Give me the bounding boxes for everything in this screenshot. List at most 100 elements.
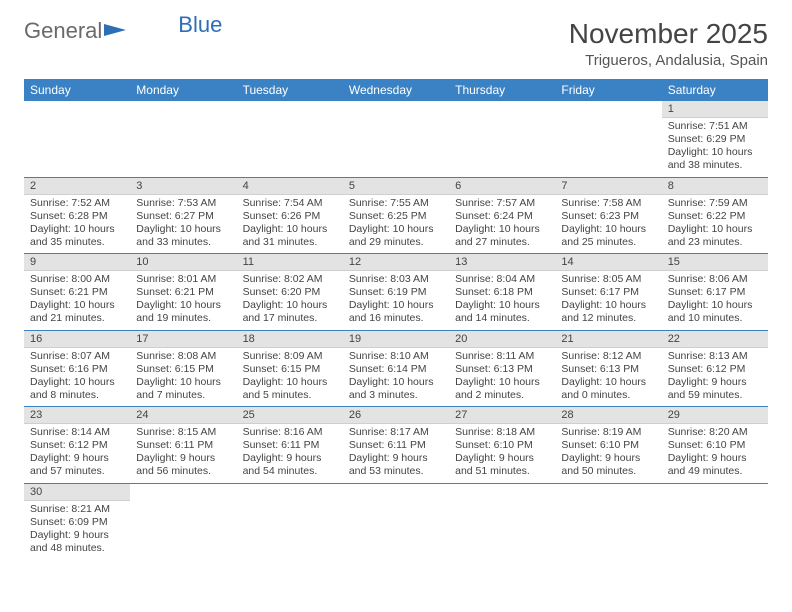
sunrise-text: Sunrise: 8:09 AM: [243, 350, 337, 363]
day-body: Sunrise: 8:07 AMSunset: 6:16 PMDaylight:…: [24, 348, 130, 407]
calendar-cell: [449, 101, 555, 177]
calendar-cell: 18Sunrise: 8:09 AMSunset: 6:15 PMDayligh…: [237, 330, 343, 407]
day-number: 12: [343, 254, 449, 271]
calendar-cell: 15Sunrise: 8:06 AMSunset: 6:17 PMDayligh…: [662, 254, 768, 331]
day-number: 5: [343, 178, 449, 195]
sunset-text: Sunset: 6:26 PM: [243, 210, 337, 223]
sunset-text: Sunset: 6:09 PM: [30, 516, 124, 529]
day-number: 28: [555, 407, 661, 424]
sunrise-text: Sunrise: 8:06 AM: [668, 273, 762, 286]
sunset-text: Sunset: 6:18 PM: [455, 286, 549, 299]
calendar-cell: 13Sunrise: 8:04 AMSunset: 6:18 PMDayligh…: [449, 254, 555, 331]
sunrise-text: Sunrise: 8:21 AM: [30, 503, 124, 516]
sunset-text: Sunset: 6:17 PM: [561, 286, 655, 299]
day-number: 6: [449, 178, 555, 195]
day-number: 7: [555, 178, 661, 195]
daylight-text: Daylight: 10 hours and 0 minutes.: [561, 376, 655, 402]
daylight-text: Daylight: 10 hours and 16 minutes.: [349, 299, 443, 325]
calendar-cell: [237, 101, 343, 177]
sunset-text: Sunset: 6:11 PM: [243, 439, 337, 452]
sunrise-text: Sunrise: 7:51 AM: [668, 120, 762, 133]
calendar-cell: [449, 483, 555, 559]
day-number: 10: [130, 254, 236, 271]
day-body: Sunrise: 8:04 AMSunset: 6:18 PMDaylight:…: [449, 271, 555, 330]
day-number: 1: [662, 101, 768, 118]
day-number: 14: [555, 254, 661, 271]
day-body: Sunrise: 8:19 AMSunset: 6:10 PMDaylight:…: [555, 424, 661, 483]
daylight-text: Daylight: 9 hours and 51 minutes.: [455, 452, 549, 478]
day-number: 18: [237, 331, 343, 348]
day-number: 23: [24, 407, 130, 424]
day-body: Sunrise: 7:54 AMSunset: 6:26 PMDaylight:…: [237, 195, 343, 254]
calendar-cell: 19Sunrise: 8:10 AMSunset: 6:14 PMDayligh…: [343, 330, 449, 407]
sunset-text: Sunset: 6:12 PM: [668, 363, 762, 376]
day-number: 4: [237, 178, 343, 195]
daylight-text: Daylight: 10 hours and 10 minutes.: [668, 299, 762, 325]
day-body: Sunrise: 8:15 AMSunset: 6:11 PMDaylight:…: [130, 424, 236, 483]
day-number: 22: [662, 331, 768, 348]
sunrise-text: Sunrise: 8:15 AM: [136, 426, 230, 439]
sunrise-text: Sunrise: 8:18 AM: [455, 426, 549, 439]
sunrise-text: Sunrise: 8:10 AM: [349, 350, 443, 363]
daylight-text: Daylight: 9 hours and 59 minutes.: [668, 376, 762, 402]
weekday-header: Monday: [130, 79, 236, 101]
calendar-cell: 4Sunrise: 7:54 AMSunset: 6:26 PMDaylight…: [237, 177, 343, 254]
daylight-text: Daylight: 10 hours and 2 minutes.: [455, 376, 549, 402]
calendar-cell: 3Sunrise: 7:53 AMSunset: 6:27 PMDaylight…: [130, 177, 236, 254]
calendar-cell: 22Sunrise: 8:13 AMSunset: 6:12 PMDayligh…: [662, 330, 768, 407]
day-body: Sunrise: 8:18 AMSunset: 6:10 PMDaylight:…: [449, 424, 555, 483]
day-number: 13: [449, 254, 555, 271]
weekday-header: Saturday: [662, 79, 768, 101]
sunrise-text: Sunrise: 8:11 AM: [455, 350, 549, 363]
sunset-text: Sunset: 6:16 PM: [30, 363, 124, 376]
day-body: Sunrise: 8:17 AMSunset: 6:11 PMDaylight:…: [343, 424, 449, 483]
sunset-text: Sunset: 6:28 PM: [30, 210, 124, 223]
day-number: 29: [662, 407, 768, 424]
sunrise-text: Sunrise: 8:19 AM: [561, 426, 655, 439]
day-body: Sunrise: 8:14 AMSunset: 6:12 PMDaylight:…: [24, 424, 130, 483]
sunset-text: Sunset: 6:13 PM: [455, 363, 549, 376]
day-body: Sunrise: 8:11 AMSunset: 6:13 PMDaylight:…: [449, 348, 555, 407]
calendar-cell: 29Sunrise: 8:20 AMSunset: 6:10 PMDayligh…: [662, 407, 768, 484]
day-body: Sunrise: 8:02 AMSunset: 6:20 PMDaylight:…: [237, 271, 343, 330]
daylight-text: Daylight: 10 hours and 33 minutes.: [136, 223, 230, 249]
day-body: Sunrise: 8:09 AMSunset: 6:15 PMDaylight:…: [237, 348, 343, 407]
sunset-text: Sunset: 6:19 PM: [349, 286, 443, 299]
daylight-text: Daylight: 10 hours and 14 minutes.: [455, 299, 549, 325]
daylight-text: Daylight: 10 hours and 21 minutes.: [30, 299, 124, 325]
day-number: 21: [555, 331, 661, 348]
sunset-text: Sunset: 6:27 PM: [136, 210, 230, 223]
sunrise-text: Sunrise: 8:08 AM: [136, 350, 230, 363]
day-number: 2: [24, 178, 130, 195]
daylight-text: Daylight: 9 hours and 50 minutes.: [561, 452, 655, 478]
day-number: 16: [24, 331, 130, 348]
daylight-text: Daylight: 10 hours and 5 minutes.: [243, 376, 337, 402]
calendar-header-row: SundayMondayTuesdayWednesdayThursdayFrid…: [24, 79, 768, 101]
calendar-cell: [343, 101, 449, 177]
calendar-cell: 5Sunrise: 7:55 AMSunset: 6:25 PMDaylight…: [343, 177, 449, 254]
sunset-text: Sunset: 6:29 PM: [668, 133, 762, 146]
sunset-text: Sunset: 6:10 PM: [668, 439, 762, 452]
flag-icon: [102, 18, 130, 44]
calendar-cell: 12Sunrise: 8:03 AMSunset: 6:19 PMDayligh…: [343, 254, 449, 331]
calendar-cell: 10Sunrise: 8:01 AMSunset: 6:21 PMDayligh…: [130, 254, 236, 331]
calendar-cell: [662, 483, 768, 559]
day-body: Sunrise: 8:16 AMSunset: 6:11 PMDaylight:…: [237, 424, 343, 483]
weekday-header: Friday: [555, 79, 661, 101]
sunset-text: Sunset: 6:15 PM: [243, 363, 337, 376]
sunset-text: Sunset: 6:23 PM: [561, 210, 655, 223]
calendar-cell: 17Sunrise: 8:08 AMSunset: 6:15 PMDayligh…: [130, 330, 236, 407]
day-body: Sunrise: 8:12 AMSunset: 6:13 PMDaylight:…: [555, 348, 661, 407]
sunset-text: Sunset: 6:20 PM: [243, 286, 337, 299]
sunrise-text: Sunrise: 7:59 AM: [668, 197, 762, 210]
day-body: Sunrise: 8:10 AMSunset: 6:14 PMDaylight:…: [343, 348, 449, 407]
calendar-cell: 25Sunrise: 8:16 AMSunset: 6:11 PMDayligh…: [237, 407, 343, 484]
day-number: 25: [237, 407, 343, 424]
daylight-text: Daylight: 10 hours and 27 minutes.: [455, 223, 549, 249]
sunrise-text: Sunrise: 8:20 AM: [668, 426, 762, 439]
sunrise-text: Sunrise: 7:55 AM: [349, 197, 443, 210]
day-number: 11: [237, 254, 343, 271]
calendar-cell: 14Sunrise: 8:05 AMSunset: 6:17 PMDayligh…: [555, 254, 661, 331]
calendar-cell: 11Sunrise: 8:02 AMSunset: 6:20 PMDayligh…: [237, 254, 343, 331]
daylight-text: Daylight: 10 hours and 38 minutes.: [668, 146, 762, 172]
